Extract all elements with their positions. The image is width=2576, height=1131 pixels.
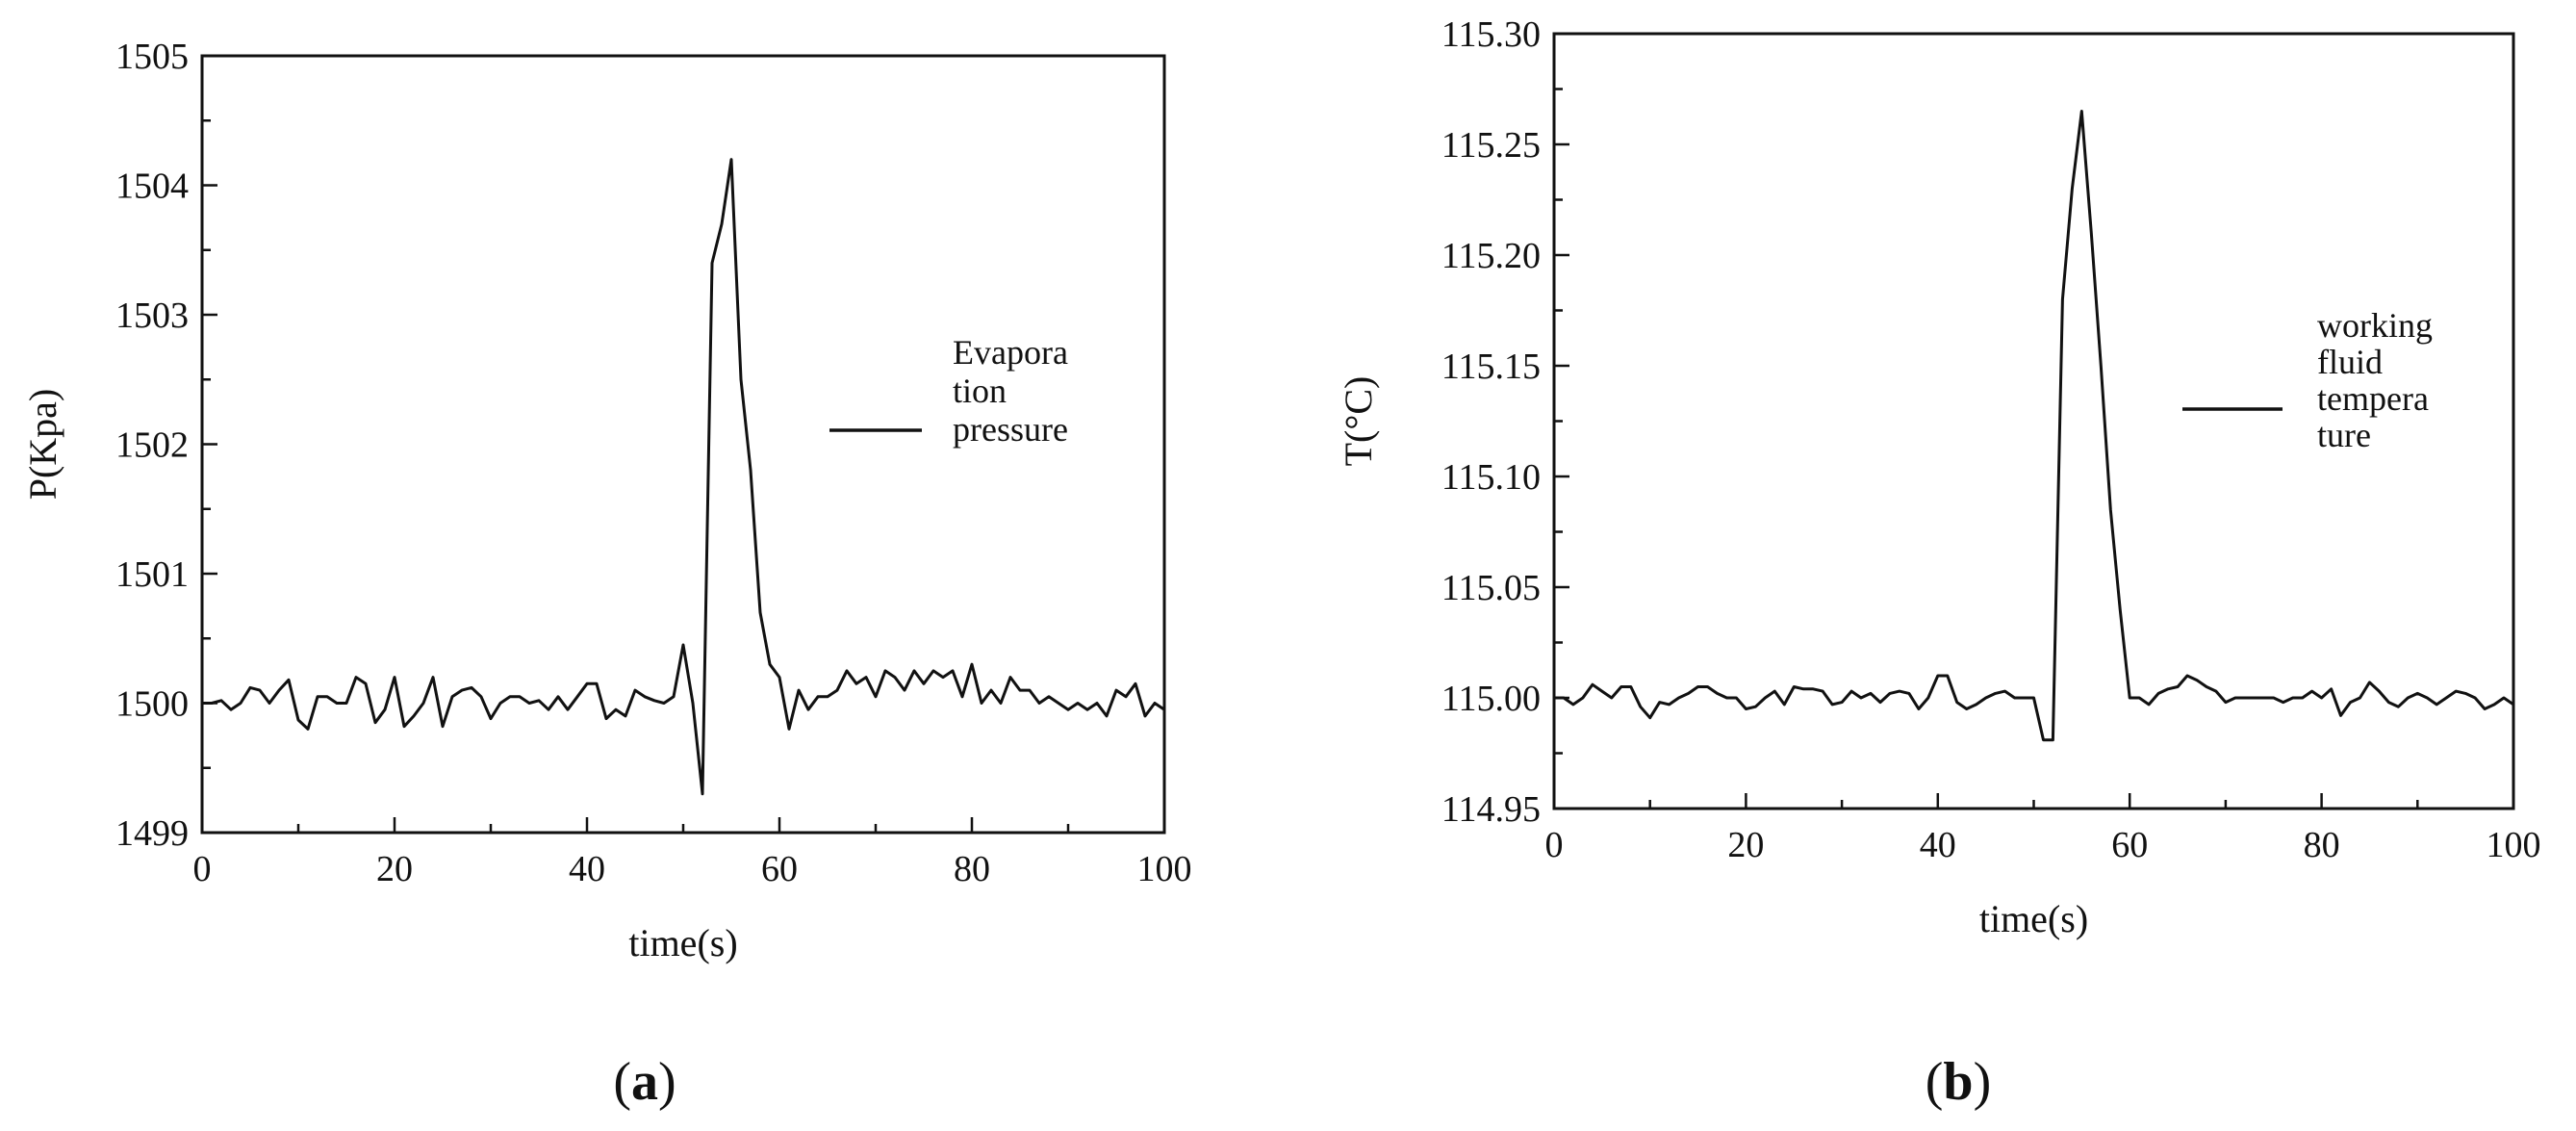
y-tick-label: 115.05 [1441, 568, 1541, 608]
x-tick-label: 0 [1545, 825, 1564, 865]
y-axis-title: T(°C) [1337, 376, 1380, 467]
panel-label-letter: b [1943, 1052, 1973, 1112]
x-tick-label: 40 [1920, 825, 1956, 865]
x-tick-label: 80 [2304, 825, 2340, 865]
x-axis-title: time(s) [1979, 897, 2088, 940]
series-line [1554, 110, 2514, 742]
panel-label-close-paren: ) [1974, 1052, 1992, 1112]
legend-label: Evapora [953, 333, 1068, 372]
y-tick-label: 1501 [115, 554, 189, 595]
panel-b: 0 20 40 60 80 100 114.95 115.00 115.05 115.10 115.… [1337, 14, 2541, 1112]
legend-label: tempera [2317, 379, 2429, 418]
panel-label-close-paren: ) [658, 1052, 676, 1112]
y-tick-label: 1502 [115, 425, 189, 466]
y-tick-label: 115.00 [1441, 679, 1541, 719]
x-tick-label: 0 [193, 849, 212, 889]
panel-label-open-paren: ( [1926, 1052, 1944, 1112]
legend-label: tion [953, 372, 1007, 410]
x-tick-label: 100 [1137, 849, 1192, 889]
panel-label: (a) [613, 1052, 676, 1112]
panel-label-letter: a [631, 1052, 658, 1112]
y-tick-label: 1500 [115, 684, 189, 725]
panel-a: 0 20 40 60 80 100 1499 1500 1501 1502 1503 1504 1505… [21, 37, 1192, 1112]
x-tick-label: 80 [954, 849, 990, 889]
x-tick-label: 60 [2111, 825, 2148, 865]
x-tick-label: 60 [761, 849, 798, 889]
y-tick-label: 115.30 [1441, 14, 1541, 55]
y-tick-label: 114.95 [1441, 789, 1541, 830]
legend-label: pressure [953, 410, 1068, 449]
y-tick-label: 115.15 [1441, 347, 1541, 387]
y-tick-label: 115.10 [1441, 457, 1541, 498]
legend-label: ture [2317, 416, 2371, 454]
y-tick-label: 1503 [115, 296, 189, 336]
x-axis-title: time(s) [628, 921, 737, 964]
y-tick-label: 115.20 [1441, 236, 1541, 276]
y-axis-title: P(Kpa) [21, 389, 64, 501]
series-line [202, 158, 1165, 796]
y-tick-label: 115.25 [1441, 125, 1541, 166]
legend-label: working [2317, 306, 2433, 345]
x-tick-label: 40 [569, 849, 605, 889]
x-tick-label: 100 [2487, 825, 2541, 865]
x-tick-label: 20 [376, 849, 413, 889]
y-tick-label: 1505 [115, 37, 189, 77]
x-tick-label: 20 [1727, 825, 1764, 865]
y-tick-label: 1499 [115, 813, 189, 854]
panel-label-open-paren: ( [613, 1052, 631, 1112]
y-tick-label: 1504 [115, 167, 189, 207]
panel-label: (b) [1926, 1052, 1991, 1112]
legend-label: fluid [2317, 343, 2383, 381]
